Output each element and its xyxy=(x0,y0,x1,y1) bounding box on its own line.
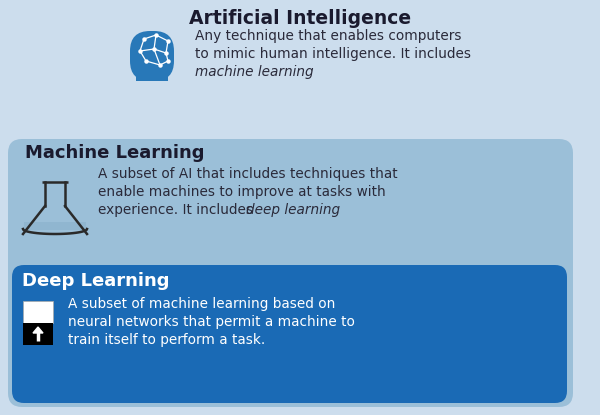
Text: Any technique that enables computers: Any technique that enables computers xyxy=(195,29,461,43)
FancyBboxPatch shape xyxy=(23,301,53,323)
FancyBboxPatch shape xyxy=(8,139,573,407)
Text: A subset of AI that includes techniques that: A subset of AI that includes techniques … xyxy=(98,167,398,181)
Text: deep learning: deep learning xyxy=(246,203,340,217)
Text: enable machines to improve at tasks with: enable machines to improve at tasks with xyxy=(98,185,386,199)
FancyBboxPatch shape xyxy=(136,61,168,81)
Text: Deep Learning: Deep Learning xyxy=(22,272,170,290)
Text: neural networks that permit a machine to: neural networks that permit a machine to xyxy=(68,315,355,329)
Polygon shape xyxy=(24,222,86,230)
Text: to mimic human intelligence. It includes: to mimic human intelligence. It includes xyxy=(195,47,471,61)
Polygon shape xyxy=(33,327,43,333)
Text: machine learning: machine learning xyxy=(195,65,314,79)
FancyBboxPatch shape xyxy=(23,323,53,345)
Text: Artificial Intelligence: Artificial Intelligence xyxy=(189,9,411,28)
Text: Machine Learning: Machine Learning xyxy=(25,144,205,162)
FancyBboxPatch shape xyxy=(130,31,174,81)
Text: train itself to perform a task.: train itself to perform a task. xyxy=(68,333,265,347)
Text: A subset of machine learning based on: A subset of machine learning based on xyxy=(68,297,335,311)
Text: experience. It includes: experience. It includes xyxy=(98,203,257,217)
FancyBboxPatch shape xyxy=(8,8,590,407)
FancyBboxPatch shape xyxy=(12,265,567,403)
